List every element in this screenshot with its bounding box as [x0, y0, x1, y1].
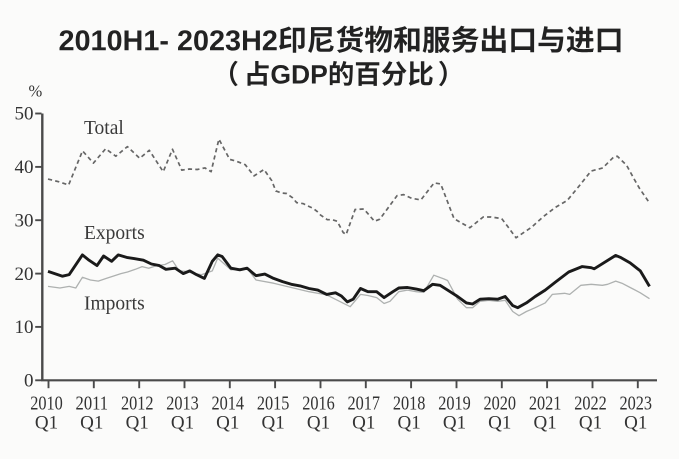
svg-text:Q1: Q1 [307, 413, 330, 434]
svg-text:%: % [29, 81, 43, 100]
svg-text:50: 50 [15, 104, 34, 125]
svg-text:2011: 2011 [76, 393, 109, 415]
svg-text:2013: 2013 [166, 393, 199, 415]
svg-text:2019: 2019 [438, 393, 471, 415]
svg-text:30: 30 [15, 210, 34, 231]
svg-text:10: 10 [15, 317, 34, 338]
svg-text:Q1: Q1 [261, 413, 284, 434]
svg-text:Q1: Q1 [624, 413, 647, 434]
svg-text:Q1: Q1 [80, 413, 103, 434]
svg-text:2023: 2023 [620, 393, 653, 415]
svg-text:20: 20 [15, 264, 34, 285]
svg-text:Q1: Q1 [533, 413, 556, 434]
svg-text:2017: 2017 [348, 393, 381, 415]
svg-text:Imports: Imports [84, 294, 145, 315]
svg-text:2022: 2022 [574, 393, 607, 415]
svg-text:2014: 2014 [212, 393, 245, 415]
svg-text:Exports: Exports [84, 223, 145, 244]
svg-text:Q1: Q1 [397, 413, 420, 434]
svg-text:2021: 2021 [529, 393, 562, 415]
svg-text:Q1: Q1 [126, 413, 149, 434]
svg-text:Q1: Q1 [171, 413, 194, 434]
svg-text:2010: 2010 [30, 393, 63, 415]
svg-text:Q1: Q1 [443, 413, 466, 434]
svg-text:Total: Total [84, 118, 124, 139]
svg-text:Q1: Q1 [488, 413, 511, 434]
svg-text:40: 40 [15, 157, 34, 178]
svg-text:2016: 2016 [302, 393, 335, 415]
svg-text:Q1: Q1 [35, 413, 58, 434]
svg-text:2012: 2012 [121, 393, 154, 415]
svg-text:Q1: Q1 [579, 413, 602, 434]
svg-text:Q1: Q1 [216, 413, 239, 434]
svg-text:2015: 2015 [257, 393, 290, 415]
svg-text:0: 0 [24, 371, 34, 392]
svg-text:2020: 2020 [484, 393, 517, 415]
svg-text:Q1: Q1 [352, 413, 375, 434]
svg-text:2018: 2018 [393, 393, 426, 415]
